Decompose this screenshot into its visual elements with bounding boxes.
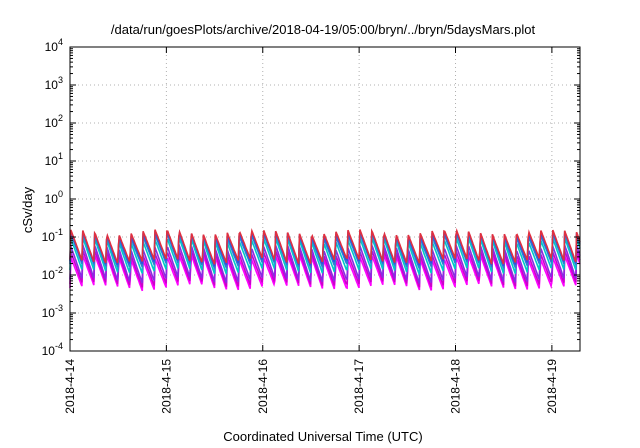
y-tick-label: 10-4: [42, 341, 63, 358]
y-tick-label: 104: [45, 37, 63, 54]
x-tick-label: 2018-4-16: [256, 359, 270, 414]
y-tick-label: 103: [45, 75, 63, 92]
y-tick-label: 10-1: [42, 227, 63, 244]
x-tick-label: 2018-4-15: [159, 359, 173, 414]
x-axis-label: Coordinated Universal Time (UTC): [223, 429, 422, 444]
x-tick-label: 2018-4-19: [545, 359, 559, 414]
series-line: [69, 227, 581, 265]
y-tick-label: 102: [45, 113, 63, 130]
series-layer: [69, 227, 581, 292]
x-tick-label: 2018-4-14: [63, 359, 77, 414]
grid: [70, 47, 580, 351]
y-axis-label: cSv/day: [20, 186, 35, 233]
y-tick-label: 10-2: [42, 265, 63, 282]
y-tick-label: 101: [45, 151, 63, 168]
ticks: [69, 46, 580, 352]
chart-title: /data/run/goesPlots/archive/2018-04-19/0…: [111, 22, 536, 37]
y-tick-label: 10-3: [42, 303, 63, 320]
y-tick-label: 100: [45, 189, 63, 206]
y-tick-labels: 10-4 10-3 10-2 10-1 100 101 102 103 104: [42, 37, 63, 358]
x-tick-label: 2018-4-17: [352, 359, 366, 414]
x-tick-labels: 2018-4-14 2018-4-15 2018-4-16 2018-4-17 2018…: [63, 359, 559, 414]
x-tick-label: 2018-4-18: [449, 359, 463, 414]
